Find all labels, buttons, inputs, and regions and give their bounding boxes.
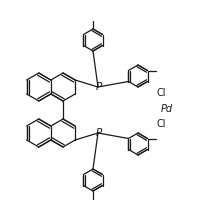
Text: P: P	[95, 128, 102, 138]
Text: Pd: Pd	[160, 104, 172, 114]
Text: P: P	[95, 82, 102, 92]
Text: Cl: Cl	[156, 88, 166, 98]
Text: Cl: Cl	[156, 119, 166, 129]
